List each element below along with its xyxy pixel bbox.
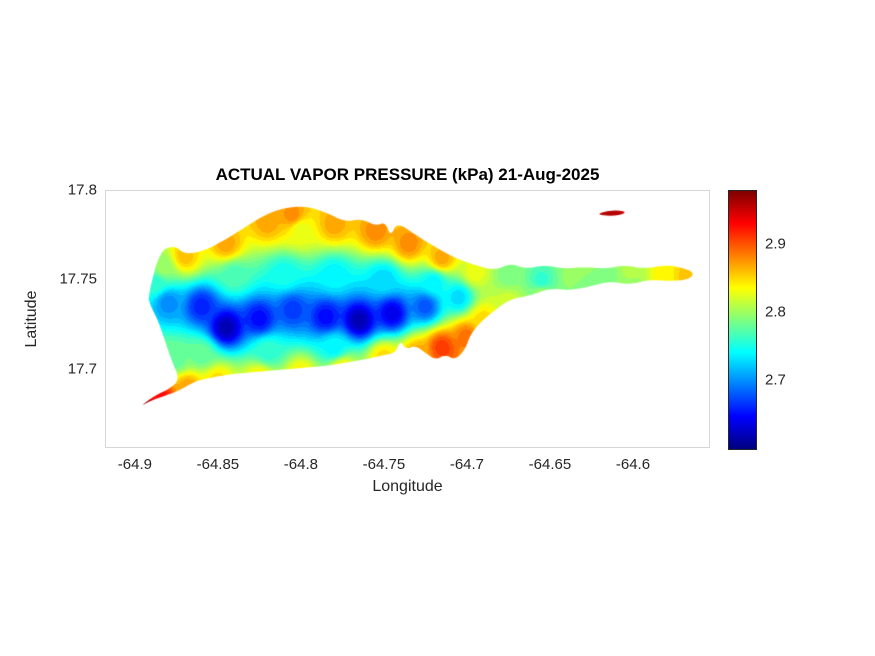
x-tick-label: -64.7 (449, 456, 485, 473)
y-tick-label: 17.7 (67, 360, 97, 378)
y-axis-label: Latitude (23, 290, 40, 348)
colorbar (728, 190, 757, 450)
y-tick-label: 17.8 (67, 181, 97, 199)
y-tick-label: 17.75 (59, 270, 97, 288)
chart-title: ACTUAL VAPOR PRESSURE (kPa) 21-Aug-2025 (215, 165, 600, 184)
colorbar-tick-label: 2.8 (765, 303, 786, 321)
colorbar-tick-label: 2.9 (765, 235, 786, 253)
vapor-pressure-map (105, 190, 710, 448)
x-tick-label: -64.75 (362, 456, 406, 473)
x-tick-label: -64.8 (283, 456, 319, 473)
x-axis-label: Longitude (372, 478, 443, 495)
x-tick-label: -64.65 (528, 456, 572, 473)
x-tick-label: -64.6 (615, 456, 651, 473)
x-tick-label: -64.9 (117, 456, 152, 473)
x-tick-label: -64.85 (196, 456, 240, 473)
colorbar-tick-label: 2.7 (765, 371, 786, 389)
